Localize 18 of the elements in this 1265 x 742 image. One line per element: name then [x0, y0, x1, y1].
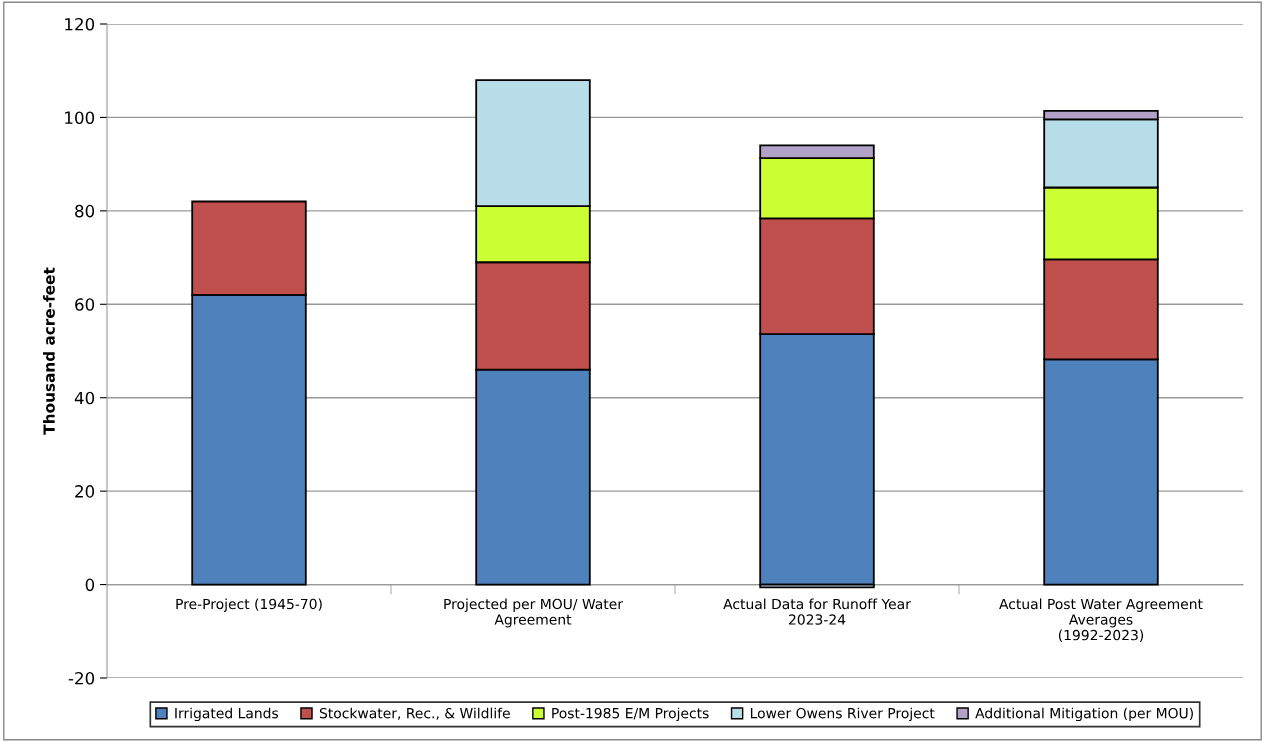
- y-tick-label: 100: [65, 111, 95, 124]
- y-tick-label: 0: [85, 578, 95, 592]
- legend-label: Post-1985 E/M Projects: [552, 707, 709, 722]
- legend-label: Additional Mitigation (per MOU): [975, 707, 1193, 722]
- x-tick-label: Actual Data for Runoff Year 2023-24: [723, 598, 911, 625]
- x-tick-label: Actual Post Water Agreement Averages (1992-2023): [999, 598, 1203, 642]
- y-tick-label: 60: [75, 298, 95, 311]
- legend-label: Irrigated Lands: [175, 707, 279, 722]
- x-tick-label: Pre-Project (1945-70): [176, 598, 322, 612]
- y-axis-title: Thousand acre-feet: [43, 267, 55, 435]
- legend-label: Stockwater, Rec., & Wildlife: [319, 707, 510, 720]
- y-tick-label: 40: [74, 391, 95, 405]
- legend-label: Lower Owens River Project: [750, 707, 935, 722]
- x-tick-label: Projected per MOU/ Water Agreement: [444, 598, 623, 628]
- y-tick-label: 80: [75, 204, 95, 218]
- y-tick-label: 120: [65, 17, 95, 31]
- y-tick-label: 20: [75, 485, 95, 498]
- y-tick-label: -20: [68, 671, 95, 685]
